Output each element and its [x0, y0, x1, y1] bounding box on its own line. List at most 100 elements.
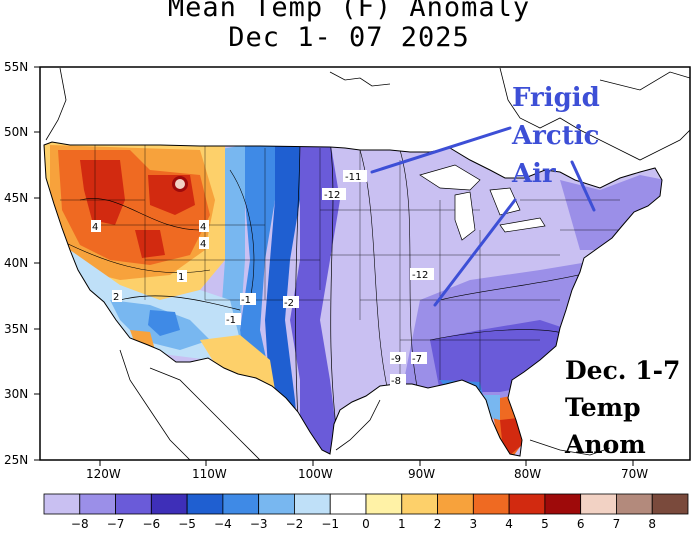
annotation-arrow-west [370, 126, 512, 174]
lon-label-90w: 90W [408, 467, 435, 481]
annotation-arctic: Arctic [511, 121, 599, 151]
colorbar-swatch [580, 493, 617, 515]
colorbar-swatch [616, 493, 653, 515]
contour-label: 1 [177, 270, 187, 283]
colorbar-swatch [43, 493, 81, 515]
annotation-arrows [370, 126, 596, 307]
contour-labels: -11 -12 -12 -9 -7 -8 4 4 4 1 2 -1 -1 -2 [91, 170, 434, 387]
colorbar-swatch [651, 493, 689, 515]
colorbar: −8 −7 −6 −5 −4 −3 −2 −1 0 1 2 3 4 5 6 7 8 [43, 493, 689, 531]
lake-huron [489, 187, 521, 216]
svg-text:-9: -9 [391, 354, 401, 365]
lat-ticks [34, 66, 40, 461]
colorbar-swatch [472, 493, 510, 515]
contour-label: -12 [410, 268, 434, 281]
annotation-frigid: Frigid [512, 83, 600, 113]
colorbar-label: −7 [107, 517, 125, 531]
svg-text:4: 4 [200, 222, 206, 233]
lon-label-120w: 120W [86, 467, 121, 481]
lat-label-25n: 25N [4, 453, 28, 467]
lat-label-55n: 55N [4, 60, 28, 74]
colorbar-swatch [508, 493, 546, 515]
colorbar-label: 8 [648, 517, 656, 531]
colorbar-swatch [115, 493, 152, 515]
lat-label-35n: 35N [4, 322, 28, 336]
map-title-line1: Mean Temp (F) Anomaly [167, 0, 531, 23]
contour-label: -1 [225, 313, 241, 326]
colorbar-swatch [544, 493, 582, 515]
colorbar-swatch [222, 493, 260, 515]
canada-coastline [45, 67, 67, 141]
svg-text:4: 4 [200, 239, 206, 250]
lat-label-45n: 45N [4, 191, 28, 205]
colorbar-label: 7 [613, 517, 621, 531]
labrador-coastline [599, 71, 690, 91]
colorbar-label: −2 [286, 517, 304, 531]
lon-label-80w: 80W [514, 467, 541, 481]
contour-label: -1 [240, 293, 256, 306]
lon-label-70w: 70W [621, 467, 648, 481]
colorbar-swatch [258, 493, 295, 515]
colorbar-swatch [401, 493, 438, 515]
colorbar-swatch [294, 493, 331, 515]
lat-label-40n: 40N [4, 256, 28, 270]
lat-label-50n: 50N [4, 125, 28, 139]
lake-michigan [454, 191, 476, 241]
lake-erie [499, 217, 546, 233]
colorbar-swatch [437, 493, 474, 515]
colorbar-label: 5 [541, 517, 549, 531]
annotation-anom: Anom [564, 430, 646, 459]
colorbar-swatch [186, 493, 224, 515]
contour-label: -11 [343, 170, 367, 183]
colorbar-swatch [79, 493, 116, 515]
colorbar-swatch [365, 493, 403, 515]
svg-text:-12: -12 [324, 190, 340, 201]
svg-text:-11: -11 [345, 172, 361, 183]
lake-superior [419, 164, 481, 191]
svg-text:4: 4 [92, 222, 98, 233]
lon-ticks [99, 460, 634, 466]
mexico-coastline-east [335, 399, 381, 451]
map-title-line2: Dec 1- 07 2025 [228, 22, 470, 53]
contour-label: 4 [91, 220, 101, 233]
svg-text:-7: -7 [412, 354, 422, 365]
colorbar-label: −3 [250, 517, 268, 531]
contour-label: -9 [390, 352, 406, 365]
quebec-coastline [499, 67, 690, 161]
contour-label: 2 [112, 290, 122, 303]
contour-label: -8 [390, 374, 406, 387]
colorbar-label: −5 [178, 517, 196, 531]
colorbar-label: −1 [321, 517, 339, 531]
svg-text:2: 2 [113, 292, 119, 303]
svg-text:-1: -1 [241, 295, 251, 306]
colorbar-label: 0 [362, 517, 370, 531]
contour-label: 4 [199, 237, 209, 250]
annotation-arrow-south [433, 198, 517, 307]
svg-text:1: 1 [178, 272, 184, 283]
colorbar-label: 1 [398, 517, 406, 531]
svg-text:-12: -12 [412, 270, 428, 281]
colorbar-label: 2 [434, 517, 442, 531]
annotation-temp: Temp [565, 393, 641, 422]
hudson-bay-coastline [329, 71, 391, 87]
lon-label-100w: 100W [298, 467, 333, 481]
colorbar-swatch [150, 493, 188, 515]
annotation-dates: Dec. 1-7 [565, 356, 680, 385]
contour-label: -7 [411, 352, 427, 365]
colorbar-label: 3 [470, 517, 478, 531]
svg-text:-8: -8 [391, 376, 401, 387]
colorbar-label: −8 [71, 517, 89, 531]
colorbar-label: 4 [505, 517, 513, 531]
colorbar-label: −6 [142, 517, 160, 531]
contour-label: -12 [322, 188, 346, 201]
mexico-coastline-west [149, 367, 261, 460]
baja-coastline [119, 349, 191, 460]
lat-label-30n: 30N [4, 387, 28, 401]
svg-text:-1: -1 [226, 315, 236, 326]
annotation-air: Air [511, 159, 556, 189]
colorbar-swatch [329, 493, 367, 515]
contour-label: 4 [199, 220, 209, 233]
cuba-coastline [529, 439, 611, 456]
